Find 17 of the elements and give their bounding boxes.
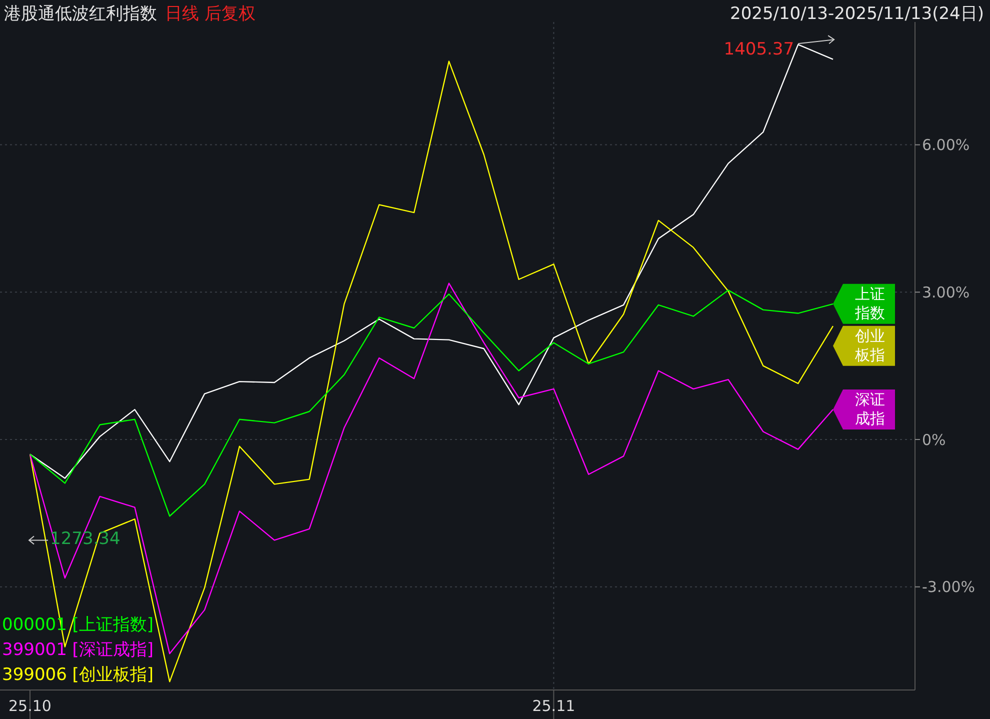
line-series: [29, 290, 834, 517]
text: 创业板指: [854, 326, 885, 364]
series-label: 399001 [深证成指]: [2, 640, 154, 660]
text: 深证成指: [855, 390, 885, 428]
series-label: 399006 [创业板指]: [2, 665, 154, 685]
chart-title: 港股通低波红利指数: [4, 4, 157, 24]
y-tick-label: 3.00%: [922, 283, 970, 302]
y-tick-label: -3.00%: [922, 578, 976, 596]
x-tick-label: 25.11: [532, 697, 576, 715]
y-tick-label: 6.00%: [922, 136, 970, 154]
chart-subtitle: 日线 后复权: [165, 4, 256, 24]
line-series: [29, 44, 834, 479]
y-tick-label: 0%: [922, 430, 946, 449]
text: 上证指数: [854, 284, 885, 322]
x-tick-label: 25.10: [8, 697, 52, 715]
annotation: 2025/10/13-2025/11/13(24日): [730, 4, 984, 24]
annotation: 1405.37: [724, 40, 794, 60]
